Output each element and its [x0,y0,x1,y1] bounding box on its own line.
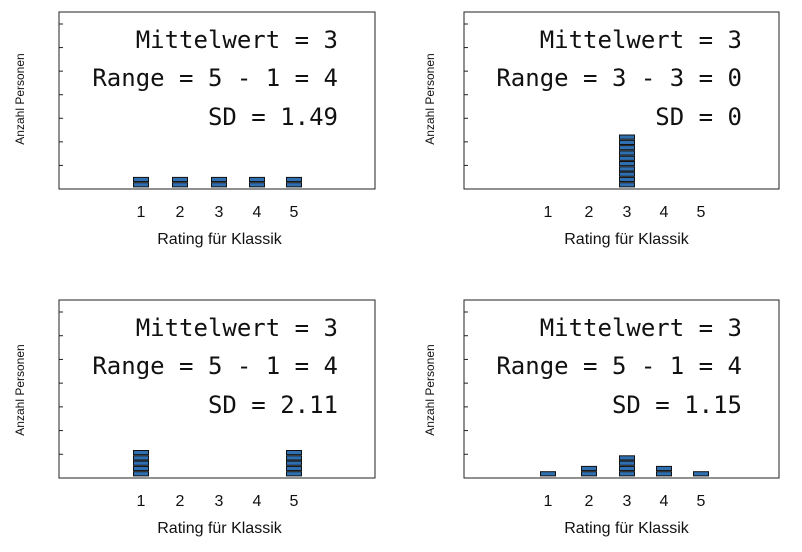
data-marker [133,471,149,477]
data-marker [693,471,709,477]
chart-panel-4: Mittelwert = 3 Range = 5 - 1 = 4 SD = 1.15… [423,299,780,537]
data-marker [619,171,635,177]
stat-line-2: Range = 5 - 1 = 4 [92,64,338,92]
x-tick-label: 1 [137,204,146,221]
x-axis-label: Rating für Klassik [564,520,689,537]
stat-line-3: SD = 0 [655,103,742,131]
data-marker [619,465,635,472]
plot-frame [58,11,376,190]
stat-line-2: Range = 5 - 1 = 4 [496,352,742,380]
data-marker [619,460,635,466]
data-marker [581,471,597,477]
y-axis-label: Anzahl Personen [13,53,27,144]
chart-panel-3: Mittelwert = 3 Range = 5 - 1 = 4 SD = 2.11… [13,299,376,537]
data-marker [619,166,635,172]
data-marker [249,176,265,183]
stat-line-2: Range = 5 - 1 = 4 [92,352,338,380]
data-marker [286,182,302,188]
x-tick-label: 2 [585,493,594,510]
plot-frame [463,11,780,190]
x-tick-label: 3 [623,204,632,221]
data-marker [286,460,302,466]
stat-line-1: Mittelwert = 3 [136,314,338,342]
chart-panel-1: Mittelwert = 3 Range = 5 - 1 = 4 SD = 1.49… [13,11,376,248]
data-marker [211,182,227,188]
stat-line-1: Mittelwert = 3 [540,26,742,54]
x-axis-label: Rating für Klassik [157,231,282,248]
stat-line-3: SD = 1.49 [208,103,338,131]
data-marker [133,460,149,466]
x-axis-label: Rating für Klassik [564,231,689,248]
x-tick-label: 1 [544,493,553,510]
x-tick-label: 3 [215,493,224,510]
chart-panel-2: Mittelwert = 3 Range = 3 - 3 = 0 SD = 0 1 2 3… [423,11,780,248]
x-tick-label: 4 [253,493,262,510]
stat-line-3: SD = 2.11 [208,391,338,419]
data-marker [286,465,302,472]
x-tick-label: 5 [290,204,299,221]
data-marker [211,176,227,183]
y-axis-label: Anzahl Personen [423,344,437,435]
data-marker [619,176,635,183]
x-tick-label: 2 [176,493,185,510]
data-marker [619,182,635,188]
x-tick-label: 5 [290,493,299,510]
y-axis-label: Anzahl Personen [13,344,27,435]
data-marker [286,455,302,461]
x-tick-label: 1 [137,493,146,510]
x-axis-label: Rating für Klassik [157,520,282,537]
data-marker [249,182,265,188]
data-marker [619,155,635,161]
data-marker [619,145,635,151]
data-marker [581,465,597,472]
x-tick-label: 3 [623,493,632,510]
y-axis-label: Anzahl Personen [423,53,437,144]
data-marker [619,161,635,167]
x-tick-label: 1 [544,204,553,221]
data-marker [133,176,149,183]
data-marker [172,182,188,188]
x-tick-label: 4 [253,204,262,221]
x-tick-label: 3 [215,204,224,221]
data-marker [619,471,635,477]
stat-line-1: Mittelwert = 3 [136,26,338,54]
data-marker [540,471,556,477]
data-marker [619,150,635,156]
stat-line-2: Range = 3 - 3 = 0 [496,64,742,92]
plot-frame [463,299,780,479]
data-marker [286,176,302,183]
data-marker [619,134,635,140]
data-marker [172,176,188,183]
data-marker [133,455,149,461]
data-marker [656,465,672,472]
plot-frame [58,299,376,479]
x-tick-label: 2 [585,204,594,221]
x-tick-label: 4 [660,204,669,221]
x-tick-label: 2 [176,204,185,221]
data-marker [133,182,149,188]
data-marker [286,471,302,477]
x-tick-label: 5 [697,204,706,221]
data-marker [619,455,635,461]
data-marker [133,465,149,472]
data-marker [133,450,149,456]
data-marker [656,471,672,477]
stat-line-3: SD = 1.15 [612,391,742,419]
data-marker [619,139,635,146]
x-tick-label: 5 [697,493,706,510]
data-marker [286,450,302,456]
stat-line-1: Mittelwert = 3 [540,314,742,342]
x-tick-label: 4 [660,493,669,510]
